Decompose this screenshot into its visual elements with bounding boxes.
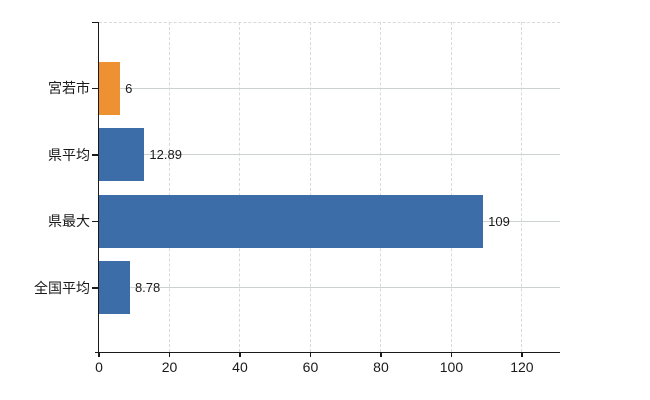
x-axis-tick-label: 0: [95, 359, 103, 375]
category-tick: [92, 87, 98, 90]
bar-value-label: 12.89: [149, 147, 182, 163]
bar-value-label: 8.78: [134, 280, 161, 296]
category-label: 県最大: [48, 213, 90, 230]
category-tick: [92, 287, 98, 289]
y-axis-top-tick: [92, 21, 98, 23]
x-axis-line: [95, 351, 560, 353]
x-axis-tick-label: 60: [302, 359, 319, 375]
category-label: 県平均: [48, 146, 90, 163]
x-axis-tick-label: 40: [232, 359, 248, 375]
bar-value-label: 109: [488, 213, 510, 229]
x-axis-tick-label: 100: [439, 359, 464, 375]
x-axis-tick: [521, 352, 523, 357]
vertical-gridline: [521, 22, 523, 352]
vertical-gridline: [239, 22, 241, 352]
horizontal-gridline: [99, 154, 560, 156]
bar: [99, 61, 121, 115]
vertical-gridline: [450, 22, 452, 352]
category-tick: [92, 154, 98, 156]
x-axis-tick-label: 20: [161, 359, 178, 375]
plot-top-gridline: [99, 22, 560, 23]
vertical-gridline: [380, 22, 382, 352]
vertical-gridline: [168, 22, 170, 352]
bar: [99, 128, 145, 182]
x-axis-tick: [380, 352, 382, 357]
bar: [99, 261, 130, 315]
x-axis-tick-label: 120: [510, 359, 534, 375]
category-label: 全国平均: [34, 279, 90, 296]
horizontal-gridline: [99, 287, 560, 289]
y-axis-line: [97, 22, 99, 352]
category-tick: [92, 220, 98, 223]
category-label: 宮若市: [48, 80, 90, 97]
x-axis-tick: [98, 352, 100, 357]
bar-value-label: 6: [125, 80, 133, 96]
x-axis-tick: [309, 352, 312, 357]
vertical-gridline: [309, 22, 311, 352]
x-axis-tick: [450, 352, 453, 357]
horizontal-gridline: [99, 87, 560, 89]
x-axis-tick: [239, 352, 241, 357]
bar: [99, 194, 484, 248]
x-axis-tick: [168, 352, 171, 357]
x-axis-tick-label: 80: [373, 359, 389, 375]
